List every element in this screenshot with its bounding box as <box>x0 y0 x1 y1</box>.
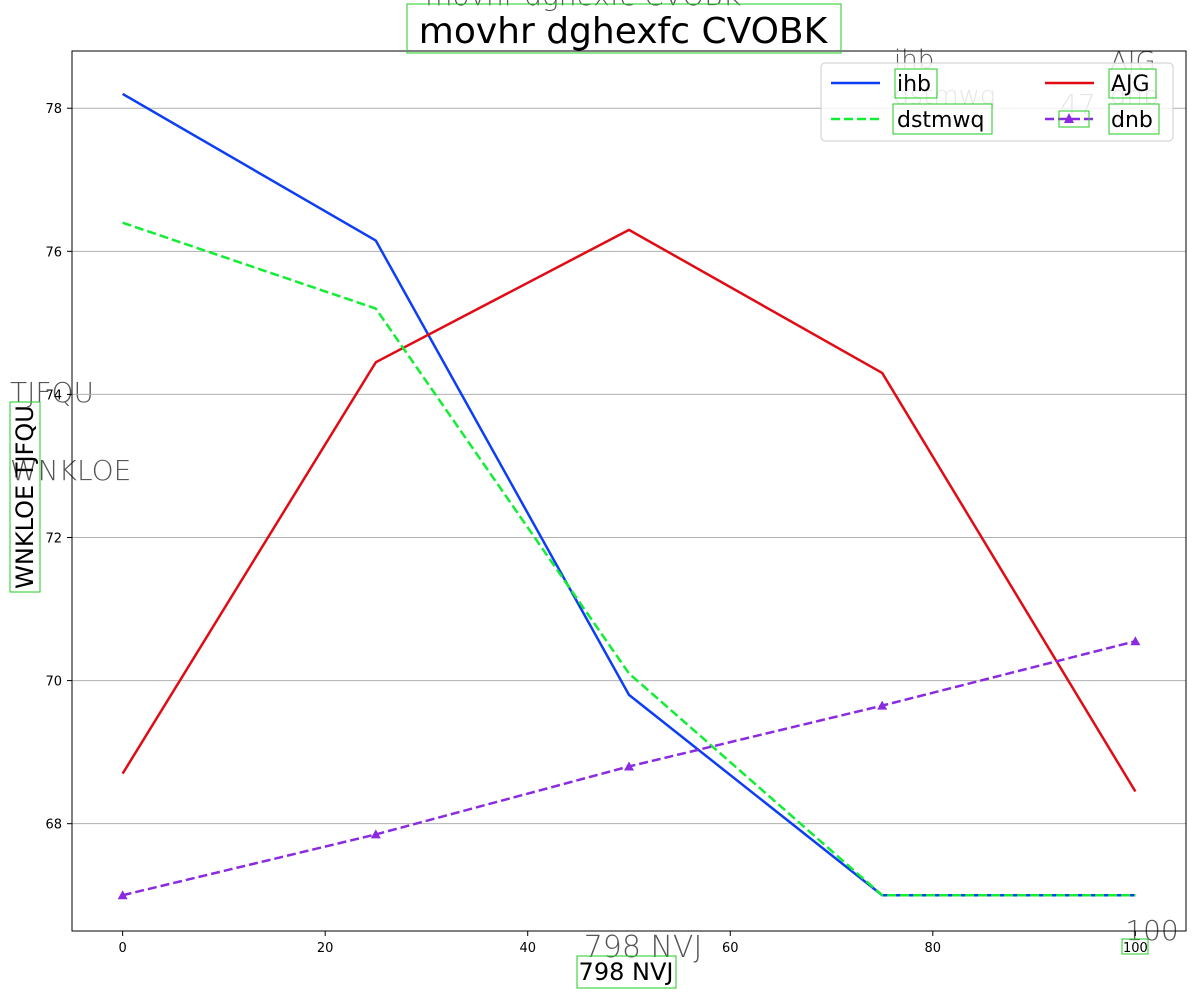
plot-area <box>71 50 1187 932</box>
legend-box-ihb <box>894 68 938 99</box>
x-tick-label: 60 <box>722 941 739 956</box>
x-tick-label: 20 <box>317 941 334 956</box>
y-tick-label: 78 <box>45 102 62 117</box>
x-tick-label: 100 <box>1123 941 1148 956</box>
legend-label-dnb: dnb <box>1111 108 1153 133</box>
series-line-dstmwq <box>122 221 1136 897</box>
tick-layer: 68 70 72 74 76 78 0 20 40 60 80 100 <box>45 102 1147 956</box>
x-tick-label: 40 <box>519 941 536 956</box>
ghost-title: movhr dghexfc CVOBK <box>425 0 742 12</box>
legend-box-dstmwq <box>892 103 993 135</box>
legend-label-ajg: AJG <box>1111 72 1150 97</box>
x-tick-label: 0 <box>118 941 126 956</box>
y-tick-label: 76 <box>45 245 62 260</box>
grid-layer <box>72 107 1186 825</box>
legend: ihb AJG dstmwq dnb <box>820 62 1174 142</box>
series-line-ihb <box>122 92 1136 897</box>
tick-100-box <box>1121 938 1149 955</box>
legend-box-ajg <box>1108 68 1157 99</box>
ghost-ylabel-wnkloe: WNKLOE <box>10 454 131 487</box>
chart-title: movhr dghexfc CVOBK <box>419 11 829 52</box>
ghost-ylabel-tjfqu: TJFQU <box>10 376 94 409</box>
ylabel-box <box>9 401 41 593</box>
data-point-dnb <box>1130 636 1141 646</box>
y-tick-label: 72 <box>45 532 62 547</box>
legend-label-dstmwq: dstmwq <box>897 108 984 133</box>
data-point-dnb <box>370 829 381 839</box>
x-tick-label: 80 <box>925 941 942 956</box>
ghost-text-layer: movhr dghexfc CVOBK ihb AJG dstmwq 47 dn… <box>10 0 1179 965</box>
legend-box-dnb-marker <box>1058 110 1090 128</box>
series-layer <box>117 92 1141 900</box>
y-axis-label: WNKLOE TJFQU <box>11 405 39 589</box>
legend-box-dnb <box>1108 103 1160 135</box>
title-box <box>406 3 842 54</box>
data-point-dnb <box>624 761 634 771</box>
legend-marker-dnb <box>1064 113 1074 123</box>
y-tick-label: 70 <box>45 675 62 690</box>
data-point-dnb <box>117 890 128 900</box>
series-line-AJG <box>121 228 1137 793</box>
y-tick-label: 74 <box>45 388 62 403</box>
ghost-xlabel: 798 NVJ <box>584 930 703 965</box>
legend-label-ihb: ihb <box>897 72 931 97</box>
y-tick-label: 68 <box>45 818 62 833</box>
data-point-dnb <box>877 700 888 710</box>
x-axis-label: 798 NVJ <box>579 958 674 986</box>
xlabel-box <box>576 955 677 989</box>
